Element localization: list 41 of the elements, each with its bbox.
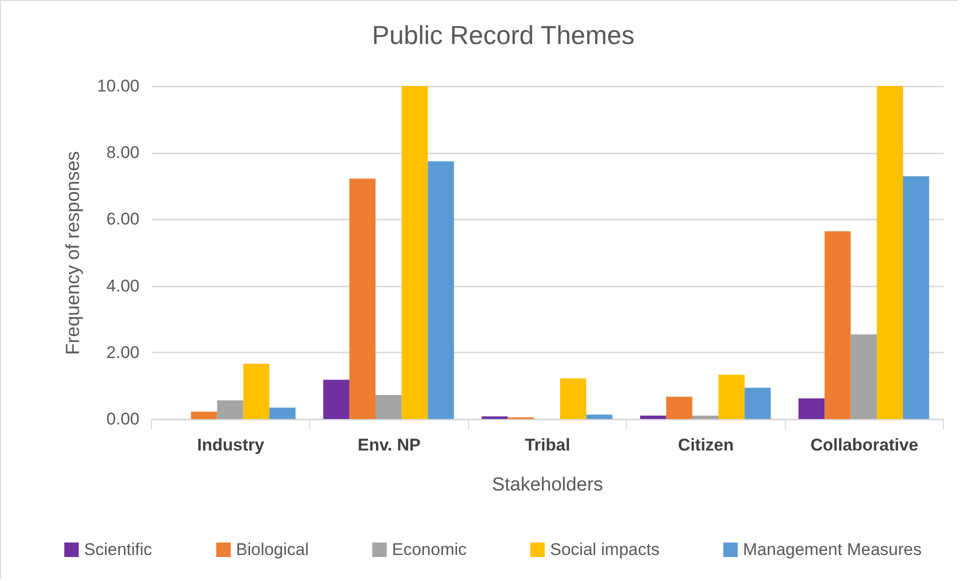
y-axis-title: Frequency of responses: [62, 151, 84, 355]
bar: [269, 408, 296, 419]
y-tick-label: 6.00: [106, 210, 140, 229]
chart-title: Public Record Themes: [372, 20, 635, 50]
x-axis-title: Stakeholders: [492, 474, 603, 496]
x-tick-label: Industry: [197, 436, 265, 454]
bar: [482, 416, 508, 419]
y-tick-label: 4.00: [106, 276, 140, 296]
y-tick-label: 8.00: [106, 143, 140, 162]
bar: [824, 231, 851, 419]
legend-label: Management Measures: [743, 540, 922, 559]
bar: [190, 412, 218, 419]
y-tick-label: 0.00: [106, 410, 140, 428]
legend-label: Economic: [392, 540, 468, 559]
bar: [692, 416, 718, 419]
bar: [903, 176, 930, 419]
y-tick-label: 2.00: [106, 342, 140, 362]
bar: [349, 178, 376, 419]
bar: [560, 378, 586, 419]
x-tick-label: Collaborative: [810, 436, 918, 454]
y-tick-label: 10.00: [96, 76, 140, 96]
bar: [323, 380, 350, 419]
bar: [718, 374, 745, 419]
legend-label: Social impacts: [550, 540, 660, 559]
x-tick-label: Citizen: [678, 436, 734, 454]
bar: [243, 364, 270, 419]
bar: [640, 416, 666, 419]
x-tick-label: Env. NP: [358, 436, 421, 454]
bar: [217, 400, 244, 419]
legend-label: Scientific: [84, 540, 153, 559]
x-tick-label: Tribal: [524, 436, 570, 454]
bar: [666, 396, 692, 419]
bar: [744, 388, 771, 419]
bar: [376, 395, 402, 419]
bar: [402, 86, 428, 419]
bar: [586, 414, 612, 419]
legend-label: Biological: [236, 540, 309, 559]
bar: [850, 334, 877, 419]
bar: [428, 161, 454, 419]
bar: [798, 398, 825, 419]
bar: [876, 86, 904, 419]
